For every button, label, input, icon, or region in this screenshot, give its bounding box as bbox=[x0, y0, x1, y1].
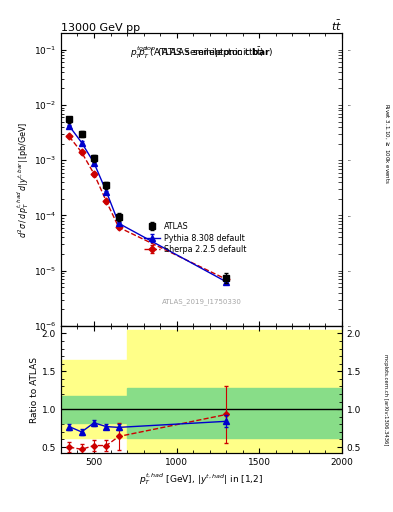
Text: ATLAS_2019_I1750330: ATLAS_2019_I1750330 bbox=[162, 298, 241, 306]
Bar bbox=[127, 388, 342, 438]
X-axis label: $p_T^{t,had}$ [GeV], $|y^{t,had}|$ in [1,2]: $p_T^{t,had}$ [GeV], $|y^{t,had}|$ in [1… bbox=[139, 471, 264, 487]
Text: Rivet 3.1.10, $\geq$ 100k events: Rivet 3.1.10, $\geq$ 100k events bbox=[383, 103, 391, 184]
Bar bbox=[61, 360, 127, 438]
Text: $p_T^{top}$ (ATLAS semileptonic t$\bar{\rm t}$): $p_T^{top}$ (ATLAS semileptonic t$\bar{\… bbox=[138, 45, 265, 61]
Legend: ATLAS, Pythia 8.308 default, Sherpa 2.2.5 default: ATLAS, Pythia 8.308 default, Sherpa 2.2.… bbox=[143, 222, 246, 254]
Text: mcplots.cern.ch [arXiv:1306.3436]: mcplots.cern.ch [arXiv:1306.3436] bbox=[383, 354, 388, 445]
Y-axis label: Ratio to ATLAS: Ratio to ATLAS bbox=[30, 356, 39, 422]
Text: $p_T^{top}$ (ATLAS semileptonic tt$\bf{bar}$): $p_T^{top}$ (ATLAS semileptonic tt$\bf{b… bbox=[130, 45, 273, 61]
Text: 13000 GeV pp: 13000 GeV pp bbox=[61, 23, 140, 32]
Text: $t\bar{t}$: $t\bar{t}$ bbox=[331, 18, 342, 32]
Y-axis label: $d^2\sigma\,/\,dp_T^{t,had}\,d|y^{t,bar}|\,[{\rm pb/GeV}]$: $d^2\sigma\,/\,dp_T^{t,had}\,d|y^{t,bar}… bbox=[15, 121, 31, 238]
Bar bbox=[127, 330, 342, 453]
Bar bbox=[61, 396, 127, 423]
